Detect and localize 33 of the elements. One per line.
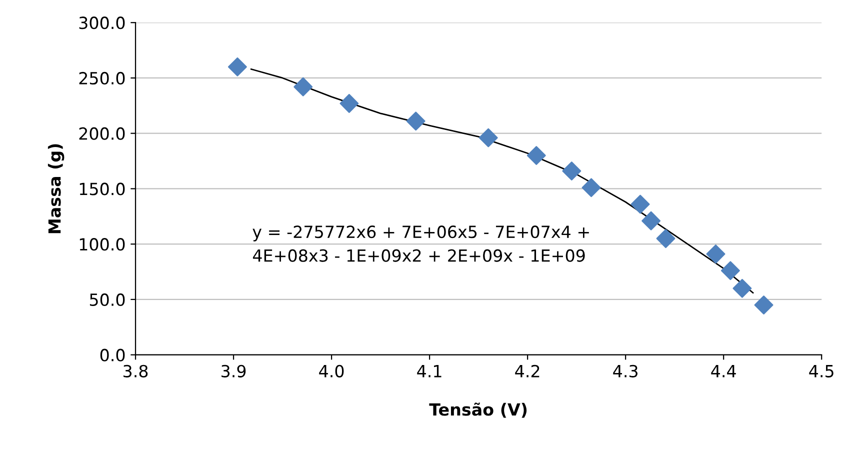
x-tick-label: 4.1 [417, 365, 442, 378]
y-tick-label: 0.0 [100, 348, 125, 362]
y-axis-title: Massa (g) [48, 144, 64, 234]
y-tick-label: 100.0 [80, 238, 125, 251]
x-tick-label: 4.2 [515, 364, 540, 378]
x-tick-label: 3.8 [124, 364, 148, 378]
y-tick-label: 300.0 [79, 16, 125, 30]
x-tick-label: 4.3 [613, 364, 638, 378]
point [582, 178, 601, 198]
y-tick-label: 50.0 [90, 293, 125, 306]
point [656, 229, 676, 248]
point [642, 211, 661, 230]
point [732, 278, 752, 298]
y-tick-label: 200.0 [79, 127, 125, 140]
point [562, 162, 582, 180]
point [228, 57, 247, 76]
x-tick-label: 4.5 [809, 365, 834, 378]
point [630, 194, 650, 214]
x-tick-label: 3.9 [222, 364, 246, 378]
x-axis-title: Tensão (V) [429, 402, 527, 418]
x-tick-label: 4.4 [711, 365, 736, 378]
point [478, 128, 498, 148]
point [706, 244, 726, 264]
point [526, 146, 546, 165]
point [340, 94, 359, 113]
point [294, 77, 313, 96]
y-tick-label: 150.0 [80, 182, 125, 196]
point [720, 261, 740, 280]
point [754, 296, 774, 314]
x-tick-label: 4.0 [319, 364, 344, 378]
annotation: y = -275772x6 + 7E+06x5 - 7E+07x4 + 4E+08x3 - 1E+09x2 + 2E+09x - 1E+09 [252, 226, 589, 262]
y-tick-label: 250.0 [79, 72, 125, 85]
point [406, 112, 426, 131]
